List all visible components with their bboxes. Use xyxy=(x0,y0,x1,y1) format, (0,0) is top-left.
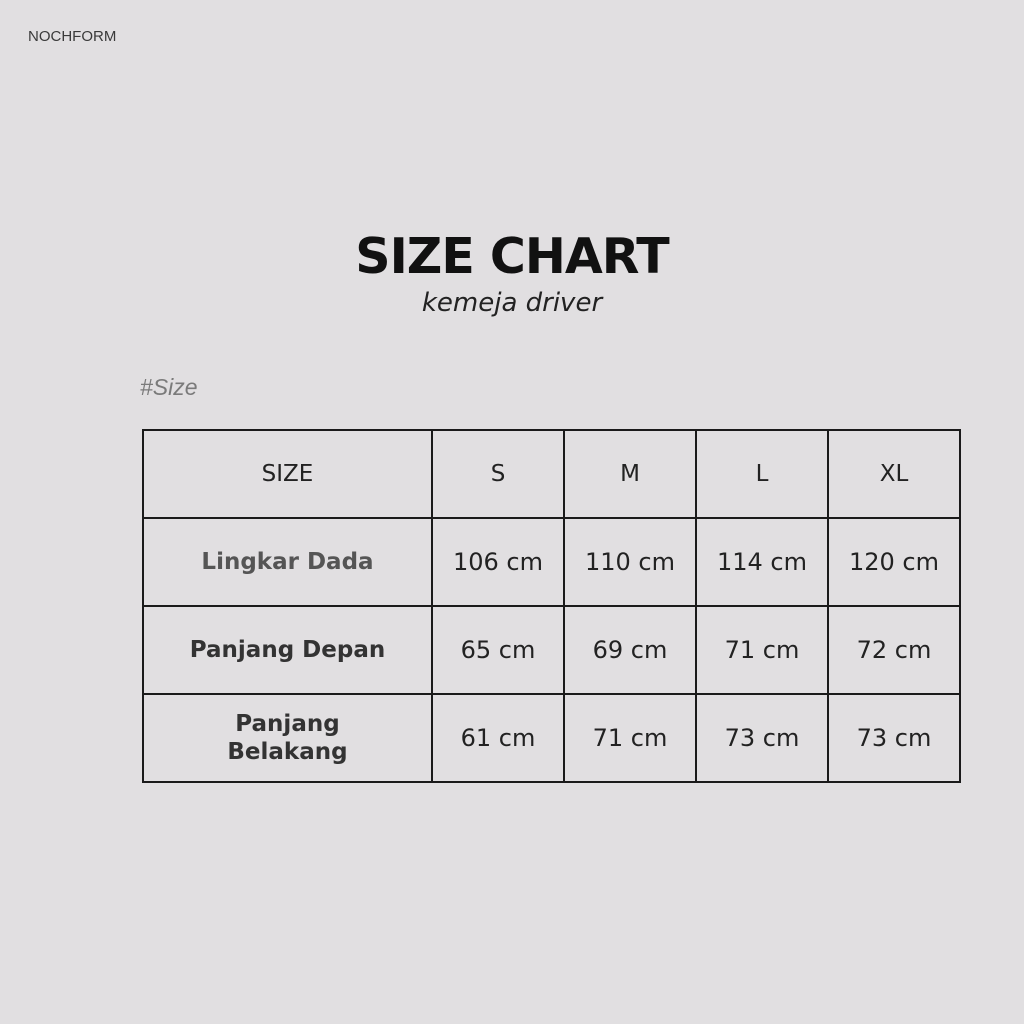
row-label: Panjang Belakang xyxy=(142,693,433,783)
header-cell: L xyxy=(695,429,829,519)
row-label: Lingkar Dada xyxy=(142,517,433,607)
row-label: Panjang Depan xyxy=(142,605,433,695)
brand-logo: NOCHFORM xyxy=(28,28,117,45)
table-cell: 71 cm xyxy=(695,605,829,695)
table-cell: 114 cm xyxy=(695,517,829,607)
page-subtitle: kemeja driver xyxy=(421,288,603,318)
table-cell: 73 cm xyxy=(695,693,829,783)
table-row: Panjang Depan 65 cm 69 cm 71 cm 72 cm xyxy=(142,605,961,695)
size-table: SIZE S M L XL Lingkar Dada 106 cm 110 cm… xyxy=(142,429,961,783)
table-cell: 65 cm xyxy=(431,605,565,695)
page-title: SIZE CHART xyxy=(355,228,669,285)
table-cell: 61 cm xyxy=(431,693,565,783)
header-cell: M xyxy=(563,429,697,519)
table-cell: 71 cm xyxy=(563,693,697,783)
table-row: Panjang Belakang 61 cm 71 cm 73 cm 73 cm xyxy=(142,693,961,783)
table-cell: 120 cm xyxy=(827,517,961,607)
header-cell: SIZE xyxy=(142,429,433,519)
table-cell: 106 cm xyxy=(431,517,565,607)
table-row: Lingkar Dada 106 cm 110 cm 114 cm 120 cm xyxy=(142,517,961,607)
table-cell: 69 cm xyxy=(563,605,697,695)
size-tag: #Size xyxy=(140,374,198,400)
header-cell: S xyxy=(431,429,565,519)
table-cell: 73 cm xyxy=(827,693,961,783)
table-cell: 72 cm xyxy=(827,605,961,695)
table-cell: 110 cm xyxy=(563,517,697,607)
table-header-row: SIZE S M L XL xyxy=(142,429,961,519)
header-cell: XL xyxy=(827,429,961,519)
